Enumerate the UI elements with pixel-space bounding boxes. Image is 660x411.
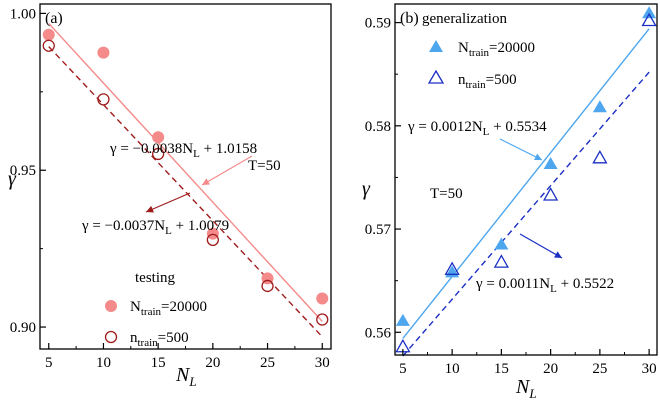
x-tick-label: 30 — [315, 355, 330, 371]
series-1-point — [316, 292, 329, 305]
x-tick-label: 20 — [543, 361, 558, 377]
panel-b-legend-title: generalization — [422, 11, 507, 27]
y-tick-label: 0.90 — [10, 320, 36, 336]
x-tick-label: 15 — [151, 355, 166, 371]
series-2-point — [261, 279, 274, 293]
series-1-point — [543, 157, 558, 170]
y-tick-label: 0.57 — [365, 222, 392, 238]
series-1-point — [97, 46, 110, 59]
panel-a-points — [42, 28, 329, 326]
panel-a-ticks: 5 10 15 20 25 30 0.90 0.95 1.00 — [10, 6, 330, 371]
x-tick-label: 10 — [96, 355, 111, 371]
series-2-point — [42, 39, 55, 52]
panel-b-frame — [394, 3, 658, 356]
x-tick-label: 25 — [260, 355, 275, 371]
series-2-point — [97, 93, 110, 106]
series-1-point — [642, 6, 657, 19]
panel-b-points — [395, 6, 657, 353]
series-2-point — [493, 254, 509, 268]
panel-a: 5 10 15 20 25 30 0.90 0.95 1.00 (a) γ NL γ = −0.… — [8, 3, 332, 389]
x-tick-label: 10 — [445, 361, 460, 377]
panel-a-ylabel: γ — [8, 168, 17, 190]
panel-b-fit-label-1: γ = 0.0012NL + 0.5534 — [407, 119, 547, 138]
panel-a-legend-label-2: ntrain=500 — [130, 330, 189, 349]
panel-a-fit-lines — [48, 22, 323, 338]
panel-b-legend-marker-1 — [429, 40, 443, 52]
panel-a-frame — [39, 3, 332, 350]
x-tick-label: 30 — [642, 361, 657, 377]
series-1-point — [395, 313, 410, 326]
panel-a-legend-marker-1 — [105, 300, 117, 312]
series-1-point — [152, 131, 165, 144]
y-tick-label: 0.58 — [365, 119, 391, 135]
series-2-point — [316, 313, 329, 326]
panel-a-xlabel: NL — [175, 364, 197, 389]
panel-b: 5 10 15 20 25 30 0.56 0.57 0.58 0.59 (b) γ NL gen… — [362, 3, 658, 401]
series-1-point — [206, 227, 219, 240]
panel-b-arrow-1 — [499, 138, 543, 161]
x-tick-label: 15 — [494, 361, 509, 377]
panel-a-legend-label-1: Ntrain=20000 — [130, 299, 207, 318]
panel-b-ylabel: γ — [362, 178, 371, 200]
panel-b-legend-label-1: Ntrain=20000 — [458, 40, 535, 59]
panel-a-temperature: T=50 — [248, 158, 281, 174]
x-tick-label: 25 — [592, 361, 607, 377]
series-1-point — [42, 28, 55, 41]
panel-b-label: (b) — [400, 10, 419, 27]
fit-line-1 — [48, 22, 323, 322]
x-tick-label: 20 — [205, 355, 220, 371]
y-tick-label: 0.95 — [10, 163, 36, 179]
panel-b-arrow-2 — [519, 233, 563, 259]
panel-a-arrow-2 — [145, 192, 191, 213]
panel-a-fit-label-2: γ = −0.0037NL + 1.0079 — [81, 218, 229, 237]
series-1-point — [592, 100, 607, 113]
series-2-point — [641, 12, 657, 27]
panel-a-fit-label-1: γ = −0.0038NL + 1.0158 — [109, 141, 257, 160]
fit-line-2 — [402, 71, 650, 357]
series-2-point — [543, 187, 559, 201]
panel-a-label: (a) — [45, 10, 63, 27]
panel-a-legend-marker-2 — [104, 330, 118, 344]
panel-b-legend-marker-2 — [427, 69, 445, 84]
panel-b-legend-label-2: ntrain=500 — [458, 72, 517, 91]
series-1-point — [494, 237, 509, 250]
panel-a-arrow-1 — [201, 155, 253, 186]
y-tick-label: 0.59 — [365, 16, 391, 32]
fit-line-1 — [402, 28, 650, 339]
panel-b-temperature: T=50 — [430, 186, 463, 202]
fit-line-2 — [48, 46, 323, 338]
panel-a-legend-title: testing — [135, 270, 175, 286]
y-tick-label: 1.00 — [10, 6, 36, 22]
y-tick-label: 0.56 — [365, 325, 392, 341]
panel-b-xlabel: NL — [515, 376, 537, 401]
series-2-point — [592, 149, 608, 164]
x-tick-label: 5 — [399, 361, 407, 377]
panel-b-fit-lines — [402, 28, 650, 357]
panel-b-fit-label-2: γ = 0.0011NL + 0.5522 — [475, 276, 614, 295]
panel-b-ticks: 5 10 15 20 25 30 0.56 0.57 0.58 0.59 — [365, 16, 657, 377]
series-2-point — [206, 233, 219, 247]
x-tick-label: 5 — [45, 355, 53, 371]
series-2-point — [152, 147, 165, 161]
series-2-point — [444, 261, 460, 275]
